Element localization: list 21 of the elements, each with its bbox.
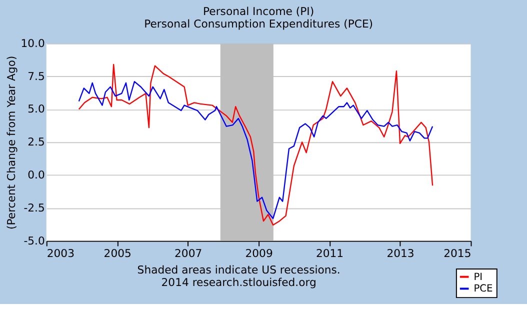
y-tick-label: 0.0 xyxy=(28,168,45,182)
text: Personal Income (PI) xyxy=(203,4,314,18)
y-tick-label: 7.5 xyxy=(28,70,45,83)
text: 2014 research.stlouisfed.org xyxy=(161,276,316,290)
y-tick-label: 5.0 xyxy=(28,102,45,116)
legend-label: PI xyxy=(474,272,483,283)
text: Shaded areas indicate US recessions. xyxy=(137,263,340,276)
y-axis-title: (Percent Change from Year Ago) xyxy=(4,56,18,230)
text: Personal Consumption Expenditures (PCE) xyxy=(144,18,374,31)
y-tick-label: -2.5 xyxy=(24,201,45,214)
x-tick-label: 2005 xyxy=(104,247,132,260)
x-tick-label: 2013 xyxy=(386,247,414,260)
x-tick-label: 2007 xyxy=(174,247,202,260)
y-tick-label: -5.0 xyxy=(24,234,45,248)
y-tick-label: 10.0 xyxy=(20,36,45,50)
y-tick-label: 2.5 xyxy=(28,136,45,149)
x-tick-label: 2015 xyxy=(444,247,472,260)
x-tick-label: 2011 xyxy=(316,247,344,260)
x-tick-label: 2003 xyxy=(46,247,75,260)
legend-label: PCE xyxy=(474,284,493,295)
x-tick-label: 2009 xyxy=(245,247,273,260)
